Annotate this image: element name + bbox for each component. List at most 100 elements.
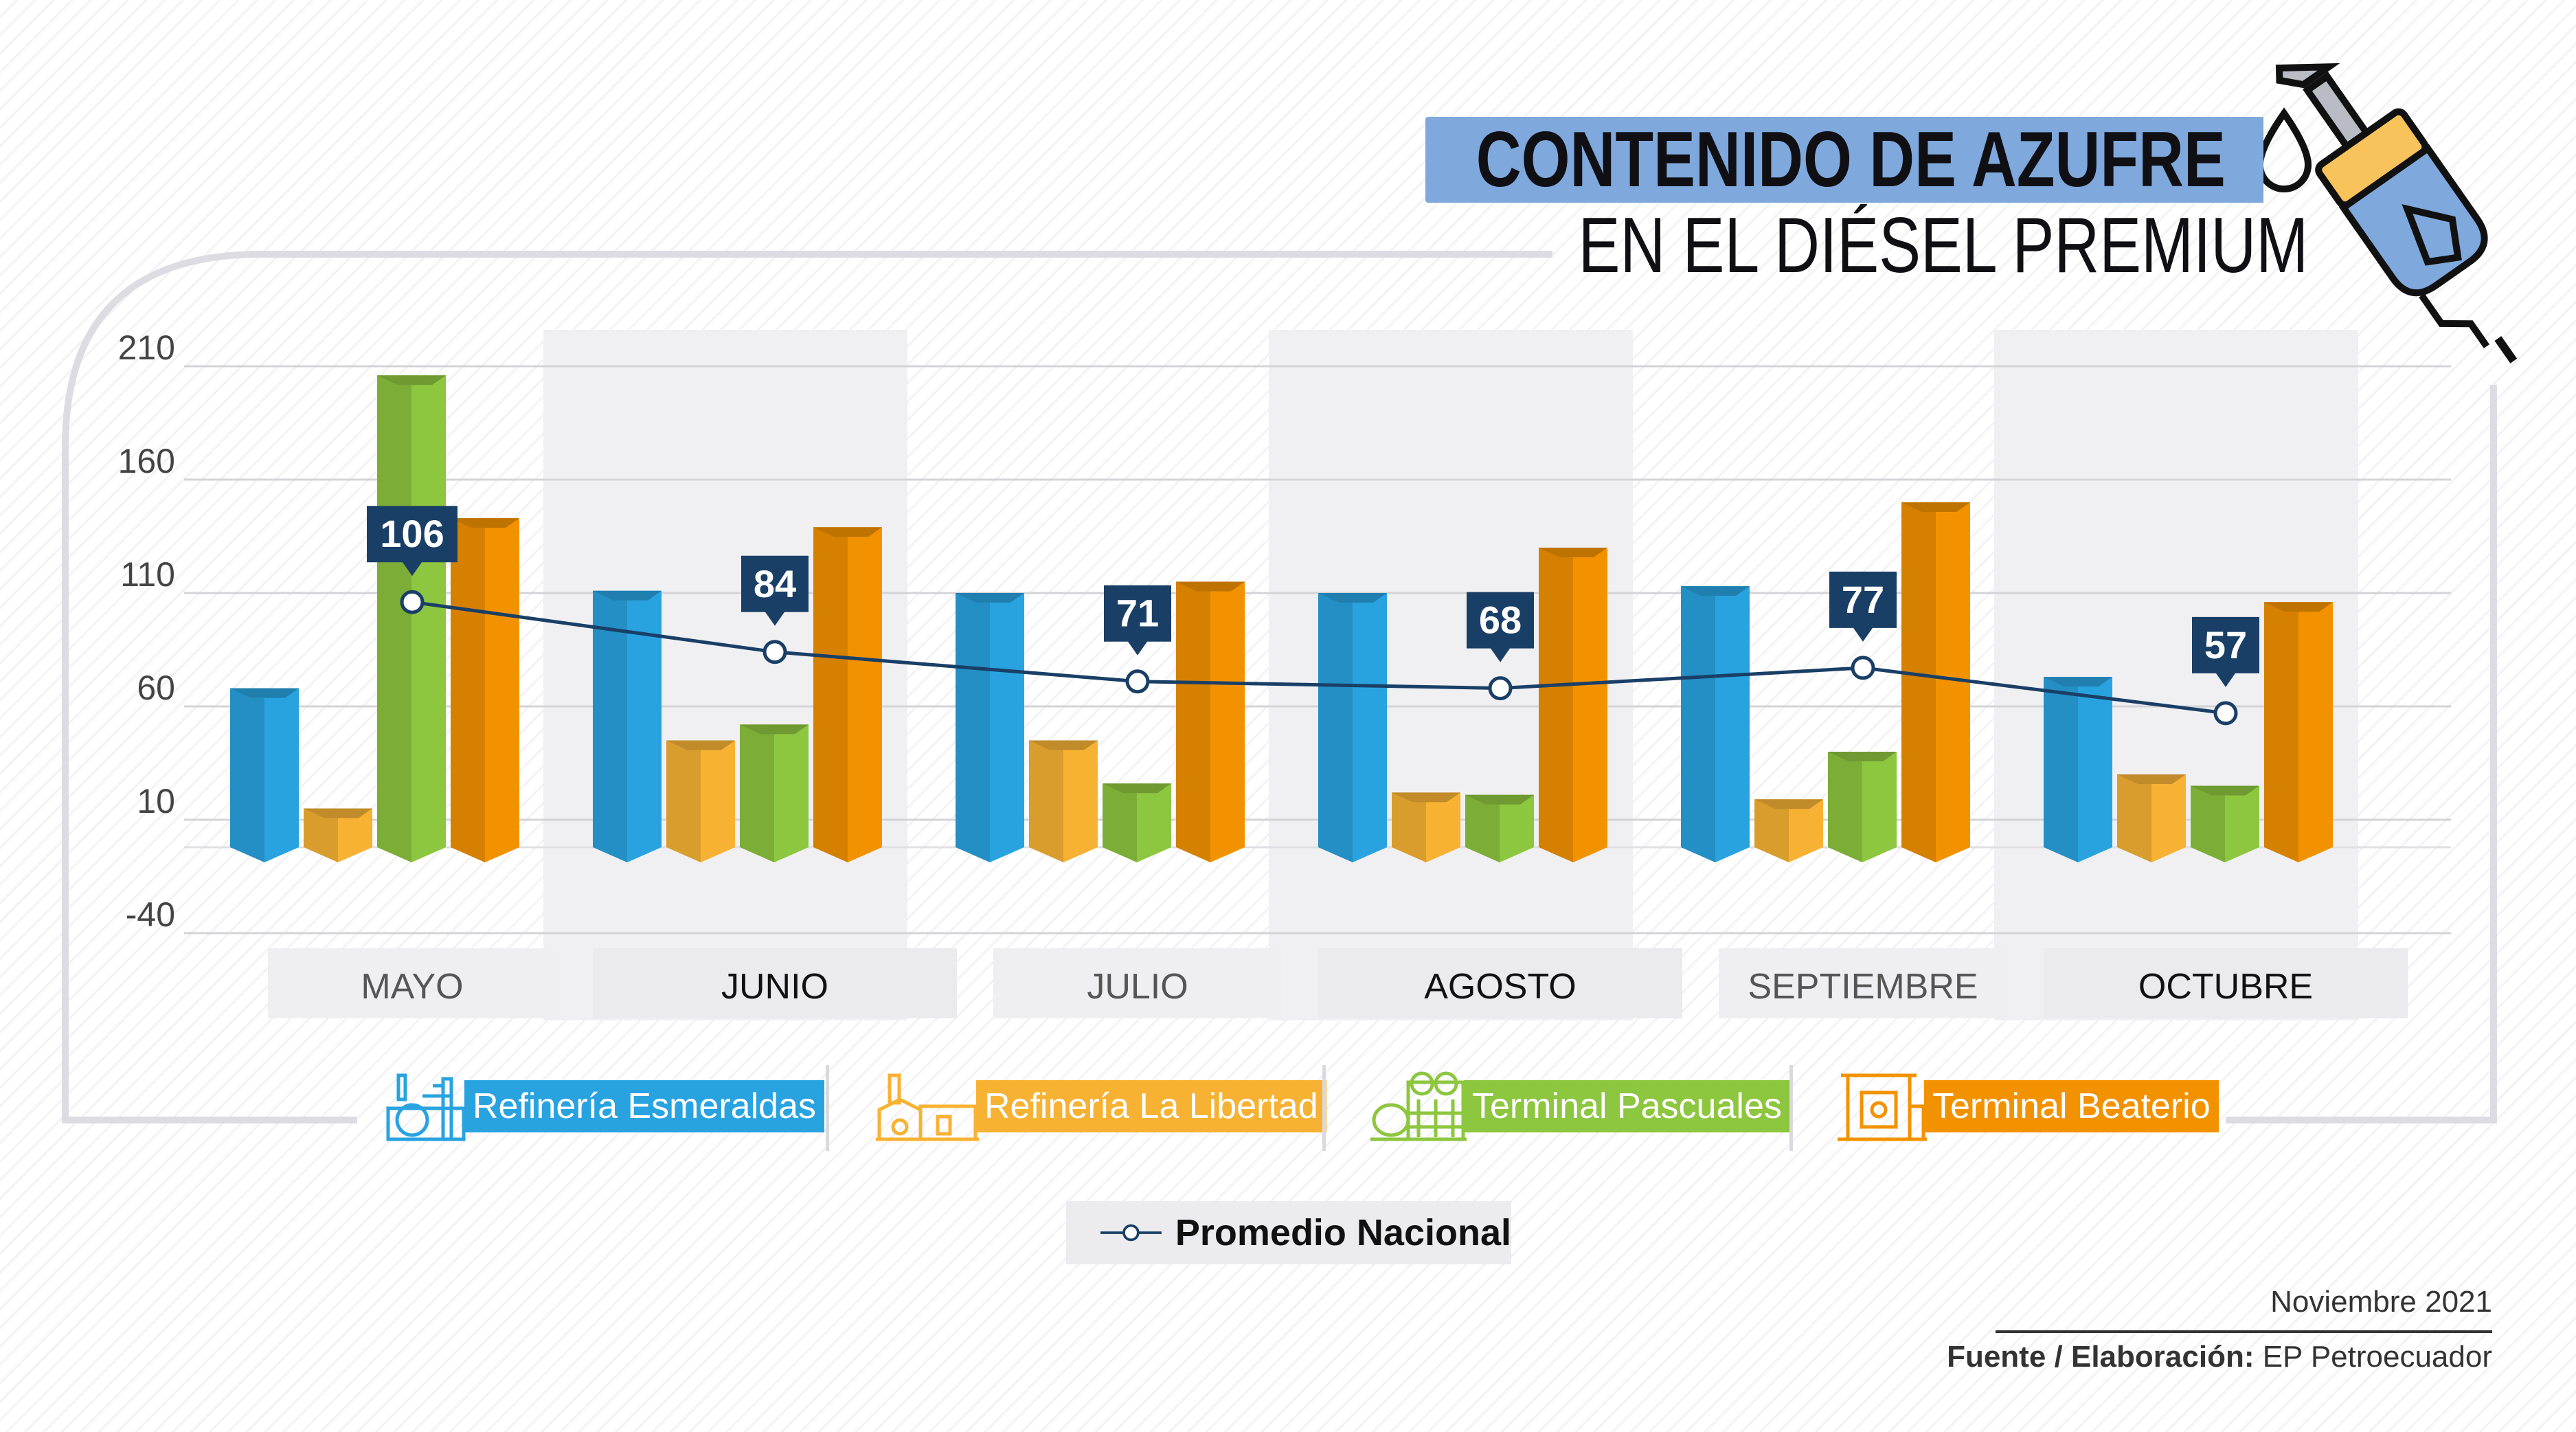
legend-item-esmeraldas: Refinería Esmeraldas	[385, 1069, 824, 1144]
bar	[2264, 602, 2333, 862]
bar	[1681, 586, 1750, 862]
average-callout	[1829, 571, 1897, 642]
bar	[1828, 752, 1897, 862]
bar-right-face	[2151, 774, 2186, 862]
month-label: OCTUBRE	[2138, 967, 2313, 1007]
bar-left-face	[956, 593, 990, 862]
average-value-label: 106	[380, 512, 444, 555]
bar	[230, 688, 299, 862]
average-point	[762, 640, 787, 664]
bar-left-face	[2264, 602, 2298, 862]
page-title: CONTENIDO DE AZUFRE	[1476, 116, 2226, 203]
month-label-box	[268, 948, 556, 1018]
bar	[1176, 581, 1245, 862]
average-legend-label: Promedio Nacional	[1175, 1212, 1511, 1253]
average-callout	[1104, 585, 1171, 656]
average-callout	[741, 555, 809, 626]
bar-right-face	[1500, 794, 1534, 862]
bar-top-face	[377, 375, 446, 385]
bar-right-face	[411, 375, 446, 862]
bar-top-face	[1465, 794, 1534, 805]
month-label-box	[1318, 948, 1682, 1018]
average-point	[1125, 669, 1150, 694]
bar-left-face	[1029, 740, 1063, 862]
bar-left-face	[1176, 581, 1210, 862]
bar	[666, 740, 735, 862]
line-marker-icon	[1100, 1224, 1162, 1242]
bar-right-face	[338, 808, 372, 862]
month-label: JUNIO	[721, 967, 828, 1007]
bar-left-face	[666, 740, 701, 862]
bar-right-face	[2078, 677, 2112, 862]
bar	[377, 375, 446, 862]
bar-left-face	[1392, 792, 1426, 862]
bar-right-face	[2298, 602, 2333, 862]
month-label: SEPTIEMBRE	[1748, 967, 1978, 1007]
bar	[451, 518, 519, 862]
bar-top-face	[593, 590, 662, 601]
average-point	[400, 590, 425, 614]
bar-right-face	[1573, 548, 1607, 862]
fuel-nozzle-icon	[2275, 63, 2518, 363]
bar-top-face	[2264, 602, 2333, 612]
legend-divider	[1789, 1065, 1793, 1151]
bar-left-face	[304, 808, 338, 862]
legend-item-beaterio: Terminal Beaterio	[1838, 1069, 2219, 1144]
month-label: MAYO	[361, 967, 463, 1007]
bar	[1318, 593, 1387, 862]
bar-right-face	[1789, 799, 1823, 862]
bar-top-face	[740, 724, 809, 735]
bar-top-face	[2191, 785, 2259, 796]
footer-date: Noviembre 2021	[2270, 1285, 2492, 1319]
bar-left-face	[1103, 783, 1137, 862]
bar	[1392, 792, 1460, 862]
bar	[1103, 783, 1171, 862]
bar-top-face	[1176, 581, 1245, 592]
bar-top-face	[1539, 548, 1607, 557]
bar-left-face	[2191, 785, 2225, 862]
source-value: EP Petroecuador	[2262, 1340, 2492, 1374]
bar-top-face	[1103, 783, 1171, 794]
bar	[813, 527, 882, 862]
y-tick-label: 10	[137, 782, 175, 820]
bar-top-face	[2117, 774, 2186, 784]
bar-right-face	[1862, 752, 1897, 862]
legend-label: Terminal Beaterio	[1924, 1080, 2219, 1132]
average-point	[1851, 656, 1875, 680]
y-tick-label: 110	[120, 555, 175, 594]
bar-left-face	[1318, 593, 1353, 862]
source-label: Fuente / Elaboración:	[1947, 1340, 2255, 1374]
bar-right-face	[627, 590, 662, 862]
month-label-box	[593, 948, 957, 1018]
bar	[2044, 677, 2112, 862]
tanks-icon	[1370, 1071, 1467, 1141]
bar-top-face	[230, 688, 299, 698]
bar-left-face	[377, 375, 411, 862]
terminal-icon	[1838, 1073, 1927, 1141]
average-value-label: 71	[1116, 592, 1159, 635]
average-callout	[1467, 592, 1534, 662]
bar-top-face	[956, 593, 1024, 603]
bar-right-face	[774, 724, 809, 862]
average-value-label: 77	[1842, 578, 1884, 621]
month-label-box	[1719, 948, 2007, 1018]
average-value-label: 68	[1479, 598, 1522, 642]
bar-top-face	[1901, 502, 1970, 512]
bar-left-face	[2044, 677, 2078, 862]
chart-frame	[62, 251, 2497, 1123]
bar-top-face	[1681, 586, 1750, 596]
bar-left-face	[1901, 502, 1936, 862]
legend-label: Refinería Esmeraldas	[464, 1080, 824, 1132]
bar-top-face	[1029, 740, 1098, 750]
y-tick-label: -40	[126, 895, 175, 934]
month-label: AGOSTO	[1424, 967, 1577, 1007]
bar	[593, 590, 662, 862]
month-label-box	[2044, 948, 2408, 1018]
bars	[230, 375, 2333, 862]
gridlines: 210 160 110 60 10 -40	[118, 328, 2451, 935]
y-tick-label: 60	[137, 669, 175, 707]
bar-right-face	[1936, 502, 1970, 862]
month-label-box	[993, 948, 1282, 1018]
legend-divider	[1322, 1065, 1326, 1151]
